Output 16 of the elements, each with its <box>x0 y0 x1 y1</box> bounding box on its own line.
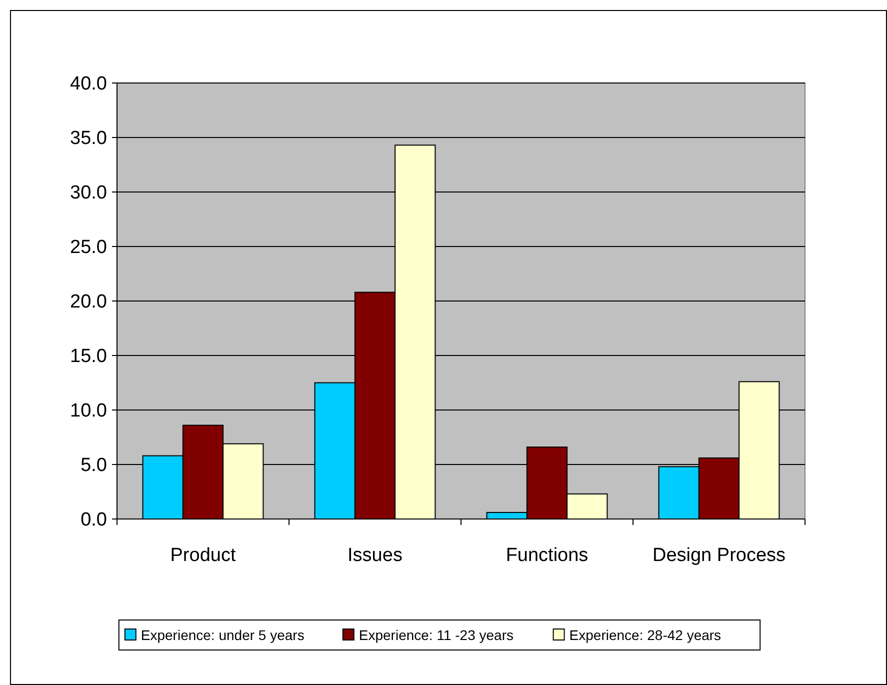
x-tick-label: Product <box>170 545 236 566</box>
y-tick-label: 15.0 <box>70 346 107 368</box>
y-tick-label: 40.0 <box>70 74 107 95</box>
y-tick-label: 0.0 <box>80 510 107 531</box>
y-tick-label: 5.0 <box>80 455 107 476</box>
legend-label: Experience: 11 -23 years <box>358 626 514 643</box>
x-tick-label: Issues <box>348 545 402 566</box>
legend-label: Experience: 28-42 years <box>569 626 722 643</box>
legend-label: Experience: under 5 years <box>140 626 304 643</box>
y-tick-label: 30.0 <box>70 182 107 204</box>
x-tick-label: Functions <box>506 545 588 566</box>
y-tick-label: 35.0 <box>70 128 107 150</box>
x-tick-label: Design Process <box>652 545 786 566</box>
y-tick-label: 20.0 <box>70 292 107 313</box>
y-tick-label: 10.0 <box>70 400 107 422</box>
y-tick-label: 25.0 <box>70 237 107 258</box>
